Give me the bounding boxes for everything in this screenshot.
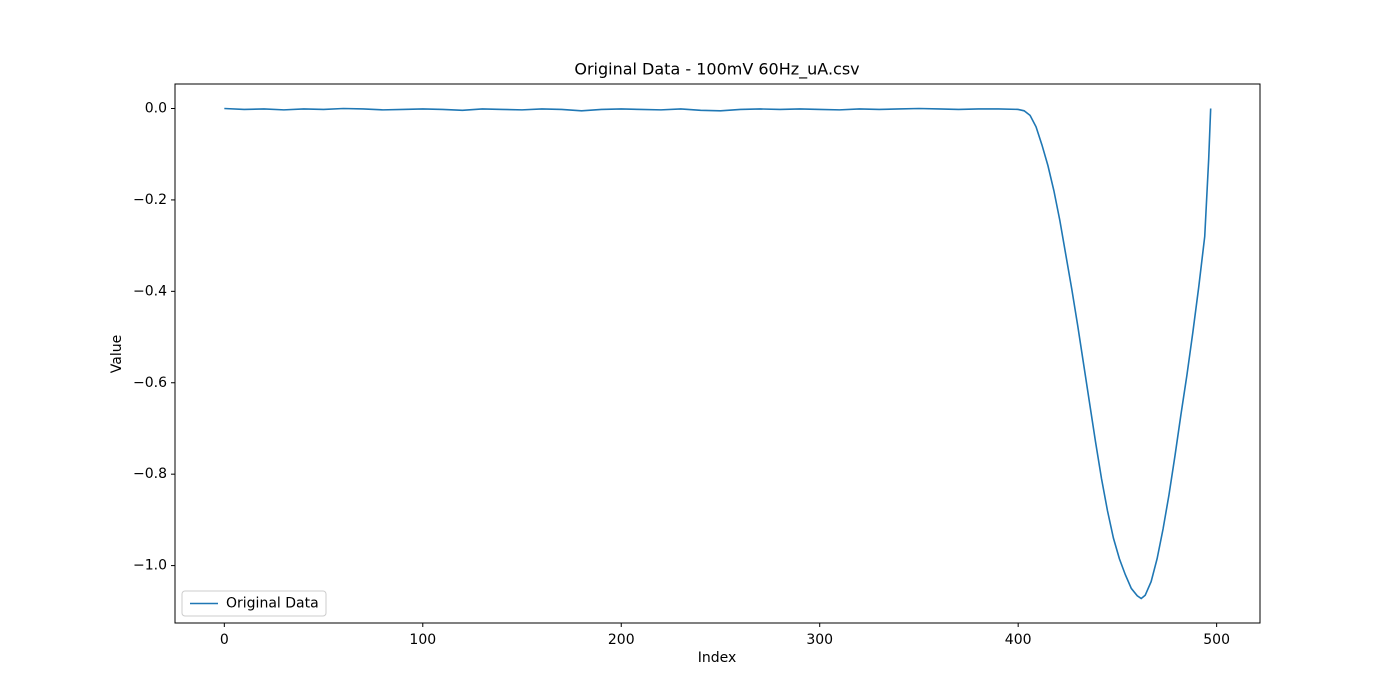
y-tick-label: −1.0	[133, 558, 167, 574]
legend-box	[181, 590, 327, 617]
y-tick-label: −0.2	[133, 192, 167, 208]
x-tick-label: 500	[1203, 632, 1230, 648]
chart-title: Original Data - 100mV 60Hz_uA.csv	[574, 60, 859, 80]
y-tick-label: −0.4	[133, 283, 167, 299]
data-line	[224, 107, 1212, 600]
y-tick-label: −0.6	[133, 375, 167, 391]
y-tick-label: 0.0	[145, 101, 167, 117]
x-axis-label: Index	[698, 650, 737, 666]
plot-frame	[174, 83, 1261, 624]
legend-label: Original Data	[226, 596, 319, 612]
x-tick-label: 300	[806, 632, 833, 648]
x-tick-label: 100	[409, 632, 436, 648]
x-tick-label: 400	[1005, 632, 1032, 648]
y-axis-label: Value	[109, 335, 125, 373]
x-tick-label: 200	[608, 632, 635, 648]
x-tick-label: 0	[220, 632, 229, 648]
y-tick-label: −0.8	[133, 466, 167, 482]
